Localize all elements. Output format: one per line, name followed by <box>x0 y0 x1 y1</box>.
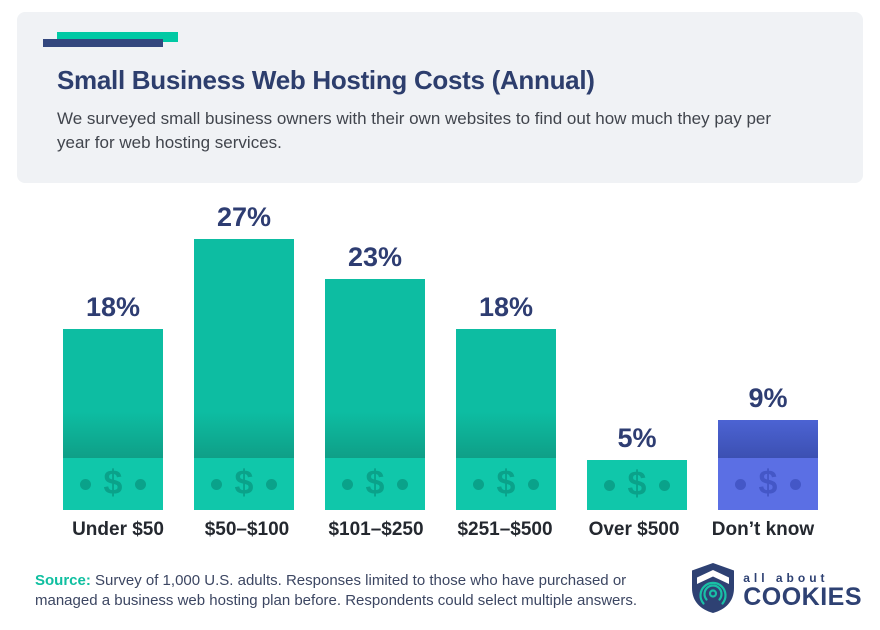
bar-main-segment <box>63 329 163 458</box>
dot-icon <box>734 478 746 490</box>
bar-main-segment <box>194 239 294 458</box>
bar: $ <box>587 460 687 510</box>
dot-icon <box>603 479 615 491</box>
dollar-icon: $ <box>234 464 254 502</box>
page-subtitle: We surveyed small business owners with t… <box>57 109 772 152</box>
accent-bar-teal <box>57 32 178 42</box>
bar-group: 23% $ <box>325 242 425 510</box>
bar-main-segment <box>718 420 818 458</box>
dollar-icon: $ <box>496 464 516 502</box>
bar-icon-strip: $ <box>325 458 425 510</box>
bar: $ <box>325 279 425 510</box>
title-accent-bars <box>43 32 823 47</box>
bar-category-label: Under $50 <box>72 519 164 540</box>
bar-value-label: 27% <box>216 202 272 232</box>
dollar-icon: $ <box>103 464 123 502</box>
dollar-icon: $ <box>758 464 778 502</box>
dollar-icon: $ <box>627 465 647 503</box>
dot-icon <box>472 478 484 490</box>
bar-group: 18% $ <box>63 292 163 510</box>
bar-main-segment <box>456 329 556 458</box>
bar-icon-strip: $ <box>194 458 294 510</box>
bar-group: 18% $ <box>456 292 556 510</box>
all-about-cookies-logo: all about COOKIES <box>690 562 862 619</box>
dot-icon <box>659 479 671 491</box>
category-labels-row: Under $50 $50–$100 $101–$250 $251–$500 Over … <box>63 518 818 542</box>
source-label: Source: <box>35 571 91 589</box>
bar-category-label: Over $500 <box>588 519 680 540</box>
bar-value-label: 18% <box>478 292 534 322</box>
bar-icon-strip: $ <box>456 458 556 510</box>
bar: $ <box>456 329 556 510</box>
dot-icon <box>135 478 147 490</box>
bar-category-label: Don’t know <box>711 519 815 540</box>
dot-icon <box>397 478 409 490</box>
logo-wordmark: all about COOKIES <box>743 571 862 610</box>
bar-value-label: 18% <box>85 292 141 322</box>
accent-bar-navy <box>43 39 163 47</box>
header-card: Small Business Web Hosting Costs (Annual… <box>17 12 863 183</box>
bar-category-label: $50–$100 <box>204 519 290 540</box>
bar: $ <box>63 329 163 510</box>
bar-icon-strip: $ <box>63 458 163 510</box>
bar-group: 9% $ <box>718 383 818 510</box>
bar-value-label: 23% <box>347 242 403 272</box>
bar-category-label: $251–$500 <box>457 519 553 540</box>
page-title: Small Business Web Hosting Costs (Annual… <box>57 65 595 95</box>
dot-icon <box>528 478 540 490</box>
bar-icon-strip: $ <box>718 458 818 510</box>
bar-group: 5% $ <box>587 423 687 510</box>
shield-fingerprint-icon <box>690 562 736 619</box>
logo-text-bottom: COOKIES <box>743 583 862 611</box>
dot-icon <box>790 478 802 490</box>
source-note: Source: Survey of 1,000 U.S. adults. Res… <box>35 571 660 611</box>
bar: $ <box>194 239 294 510</box>
bar-chart: 18% $27% $23% $18% $5% $9% $ <box>63 183 818 510</box>
source-text: Survey of 1,000 U.S. adults. Responses l… <box>35 571 638 609</box>
bar: $ <box>718 420 818 510</box>
dot-icon <box>341 478 353 490</box>
bar-group: 27% $ <box>194 202 294 510</box>
dot-icon <box>210 478 222 490</box>
bar-main-segment <box>325 279 425 458</box>
bar-value-label: 5% <box>617 423 657 453</box>
footer: Source: Survey of 1,000 U.S. adults. Res… <box>35 562 862 619</box>
bar-value-label: 9% <box>748 383 788 413</box>
logo-text-top: all about <box>743 571 829 585</box>
bar-icon-strip: $ <box>587 460 687 510</box>
dot-icon <box>266 478 278 490</box>
dollar-icon: $ <box>365 464 385 502</box>
bar-category-label: $101–$250 <box>328 519 424 540</box>
dot-icon <box>79 478 91 490</box>
